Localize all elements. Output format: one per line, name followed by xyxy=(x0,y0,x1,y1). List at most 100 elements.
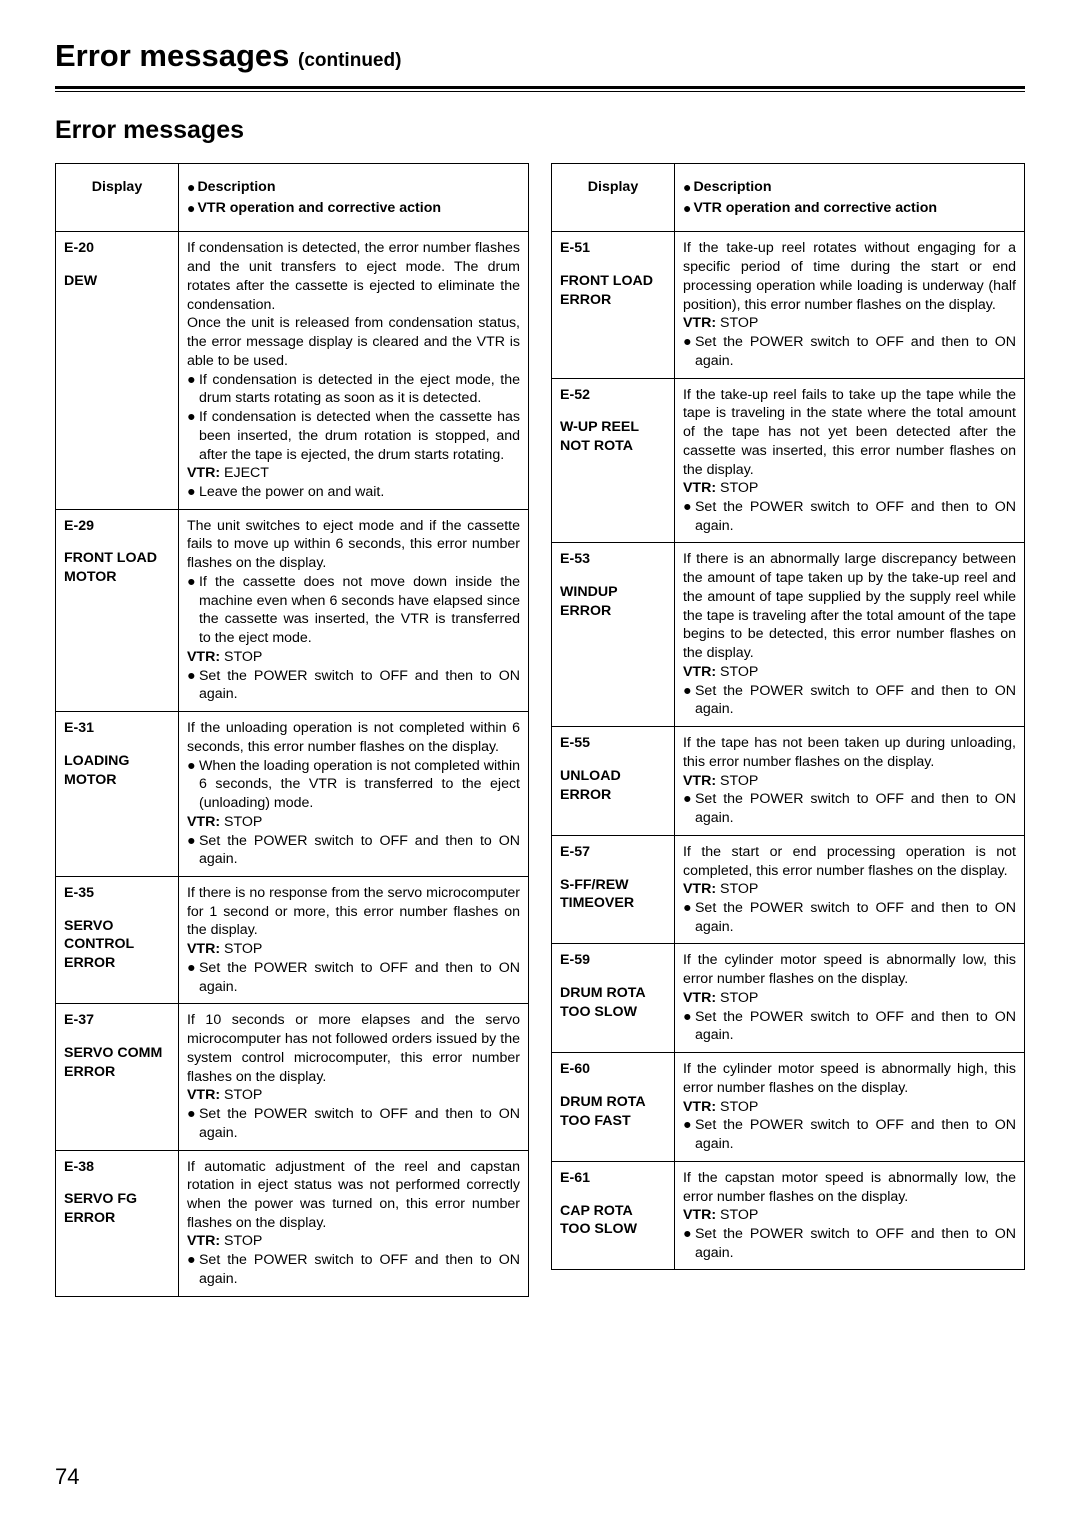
description-bullet: ●If condensation is detected when the ca… xyxy=(187,408,520,464)
bullet-icon: ● xyxy=(187,959,199,996)
vtr-line: VTR: STOP xyxy=(683,314,1016,333)
error-code: E-38 xyxy=(64,1158,170,1177)
error-code: E-37 xyxy=(64,1011,170,1030)
description-paragraph: If the capstan motor speed is abnormally… xyxy=(683,1169,1016,1206)
error-description-cell: If the take-up reel fails to take up the… xyxy=(674,378,1024,543)
error-description-cell: If the take-up reel rotates without enga… xyxy=(674,232,1024,378)
header-description: ● Description ● VTR operation and correc… xyxy=(178,164,528,232)
bullet-text: When the loading operation is not comple… xyxy=(199,757,520,813)
error-name: SERVO FG ERROR xyxy=(64,1190,170,1227)
error-display-cell: E-57S-FF/REW TIMEOVER xyxy=(552,835,675,944)
bullet-icon: ● xyxy=(187,1251,199,1288)
error-description-cell: If automatic adjustment of the reel and … xyxy=(178,1150,528,1296)
table-row: E-37SERVO COMM ERRORIf 10 seconds or mor… xyxy=(56,1004,529,1150)
description-bullet: ●When the loading operation is not compl… xyxy=(187,757,520,813)
header-desc-line2: VTR operation and corrective action xyxy=(197,199,441,218)
error-display-cell: E-51FRONT LOAD ERROR xyxy=(552,232,675,378)
corrective-action: ●Set the POWER switch to OFF and then to… xyxy=(683,790,1016,827)
description-paragraph: If the cylinder motor speed is abnormall… xyxy=(683,951,1016,988)
vtr-status: STOP xyxy=(720,881,758,897)
bullet-icon: ● xyxy=(187,408,199,464)
vtr-status: EJECT xyxy=(224,465,269,481)
error-name: DRUM ROTA TOO SLOW xyxy=(560,984,666,1021)
table-row: E-53WINDUP ERRORIf there is an abnormall… xyxy=(552,543,1025,727)
column-left: Display ● Description ● VTR operation an… xyxy=(55,163,529,1297)
error-display-cell: E-31LOADING MOTOR xyxy=(56,712,179,877)
error-display-cell: E-53WINDUP ERROR xyxy=(552,543,675,727)
corrective-action: ●Set the POWER switch to OFF and then to… xyxy=(683,498,1016,535)
error-display-cell: E-37 SERVO COMM ERROR xyxy=(56,1004,179,1150)
table-row: E-61CAP ROTA TOO SLOWIf the capstan moto… xyxy=(552,1161,1025,1270)
vtr-line: VTR: STOP xyxy=(683,880,1016,899)
vtr-status: STOP xyxy=(720,1207,758,1223)
corrective-action: ●Set the POWER switch to OFF and then to… xyxy=(187,832,520,869)
table-row: E-51FRONT LOAD ERRORIf the take-up reel … xyxy=(552,232,1025,378)
action-text: Set the POWER switch to OFF and then to … xyxy=(695,498,1016,535)
corrective-action: ●Set the POWER switch to OFF and then to… xyxy=(187,1251,520,1288)
error-name: UNLOAD ERROR xyxy=(560,767,666,804)
vtr-status: STOP xyxy=(224,1233,262,1249)
error-description-cell: If the capstan motor speed is abnormally… xyxy=(674,1161,1024,1270)
header-desc-line2: VTR operation and corrective action xyxy=(693,199,937,218)
vtr-status: STOP xyxy=(720,990,758,1006)
error-description-cell: The unit switches to eject mode and if t… xyxy=(178,509,528,711)
bullet-icon: ● xyxy=(187,667,199,704)
error-code: E-60 xyxy=(560,1060,666,1079)
column-right: Display ● Description ● VTR operation an… xyxy=(551,163,1025,1297)
bullet-icon: ● xyxy=(187,1105,199,1142)
page-container: Error messages (continued) Error message… xyxy=(0,0,1080,1297)
error-description-cell: If the start or end processing operation… xyxy=(674,835,1024,944)
bullet-icon: ● xyxy=(187,371,199,408)
description-paragraph: If condensation is detected, the error n… xyxy=(187,239,520,314)
error-description-cell: If the cylinder motor speed is abnormall… xyxy=(674,944,1024,1053)
action-text: Set the POWER switch to OFF and then to … xyxy=(199,667,520,704)
bullet-icon: ● xyxy=(187,483,199,502)
table-row: E-55UNLOAD ERRORIf the tape has not been… xyxy=(552,727,1025,836)
vtr-status: STOP xyxy=(224,814,262,830)
error-code: E-31 xyxy=(64,719,170,738)
bullet-icon: ● xyxy=(683,790,695,827)
bullet-icon: ● xyxy=(187,757,199,813)
error-code: E-59 xyxy=(560,951,666,970)
page-number: 74 xyxy=(55,1464,79,1490)
vtr-status: STOP xyxy=(720,315,758,331)
error-table-left: Display ● Description ● VTR operation an… xyxy=(55,163,529,1297)
table-row: E-57S-FF/REW TIMEOVERIf the start or end… xyxy=(552,835,1025,944)
description-paragraph: If the take-up reel rotates without enga… xyxy=(683,239,1016,314)
header-description: ● Description ● VTR operation and correc… xyxy=(674,164,1024,232)
description-paragraph: Once the unit is released from condensat… xyxy=(187,314,520,370)
error-name: SERVO COMM ERROR xyxy=(64,1044,170,1081)
error-name: CAP ROTA TOO SLOW xyxy=(560,1202,666,1239)
table-row: E-59 DRUM ROTA TOO SLOW If the cylinder mo… xyxy=(552,944,1025,1053)
title-continued: (continued) xyxy=(298,50,401,71)
error-display-cell: E-29FRONT LOAD MOTOR xyxy=(56,509,179,711)
bullet-text: If condensation is detected in the eject… xyxy=(199,371,520,408)
table-row: E-52W-UP REEL NOT ROTAIf the take-up ree… xyxy=(552,378,1025,543)
error-name: DEW xyxy=(64,272,170,291)
divider-thick xyxy=(55,86,1025,89)
error-code: E-53 xyxy=(560,550,666,569)
header-desc-line1: Description xyxy=(693,178,771,197)
bullet-icon: ● xyxy=(683,333,695,370)
bullet-icon: ● xyxy=(683,1116,695,1153)
action-text: Set the POWER switch to OFF and then to … xyxy=(695,1116,1016,1153)
bullet-icon: ● xyxy=(683,498,695,535)
vtr-line: VTR: STOP xyxy=(187,1086,520,1105)
vtr-status: STOP xyxy=(224,941,262,957)
title-main: Error messages xyxy=(55,38,289,73)
error-display-cell: E-35SERVO CONTROL ERROR xyxy=(56,876,179,1003)
vtr-status: STOP xyxy=(720,773,758,789)
header-desc-line1: Description xyxy=(197,178,275,197)
description-paragraph: If the take-up reel fails to take up the… xyxy=(683,386,1016,480)
action-text: Set the POWER switch to OFF and then to … xyxy=(695,790,1016,827)
action-text: Leave the power on and wait. xyxy=(199,483,520,502)
action-text: Set the POWER switch to OFF and then to … xyxy=(199,832,520,869)
error-code: E-51 xyxy=(560,239,666,258)
action-text: Set the POWER switch to OFF and then to … xyxy=(199,1251,520,1288)
error-description-cell: If the unloading operation is not comple… xyxy=(178,712,528,877)
description-paragraph: If the cylinder motor speed is abnormall… xyxy=(683,1060,1016,1097)
description-paragraph: If the start or end processing operation… xyxy=(683,843,1016,880)
error-name: W-UP REEL NOT ROTA xyxy=(560,418,666,455)
description-paragraph: If the tape has not been taken up during… xyxy=(683,734,1016,771)
error-description-cell: If the tape has not been taken up during… xyxy=(674,727,1024,836)
